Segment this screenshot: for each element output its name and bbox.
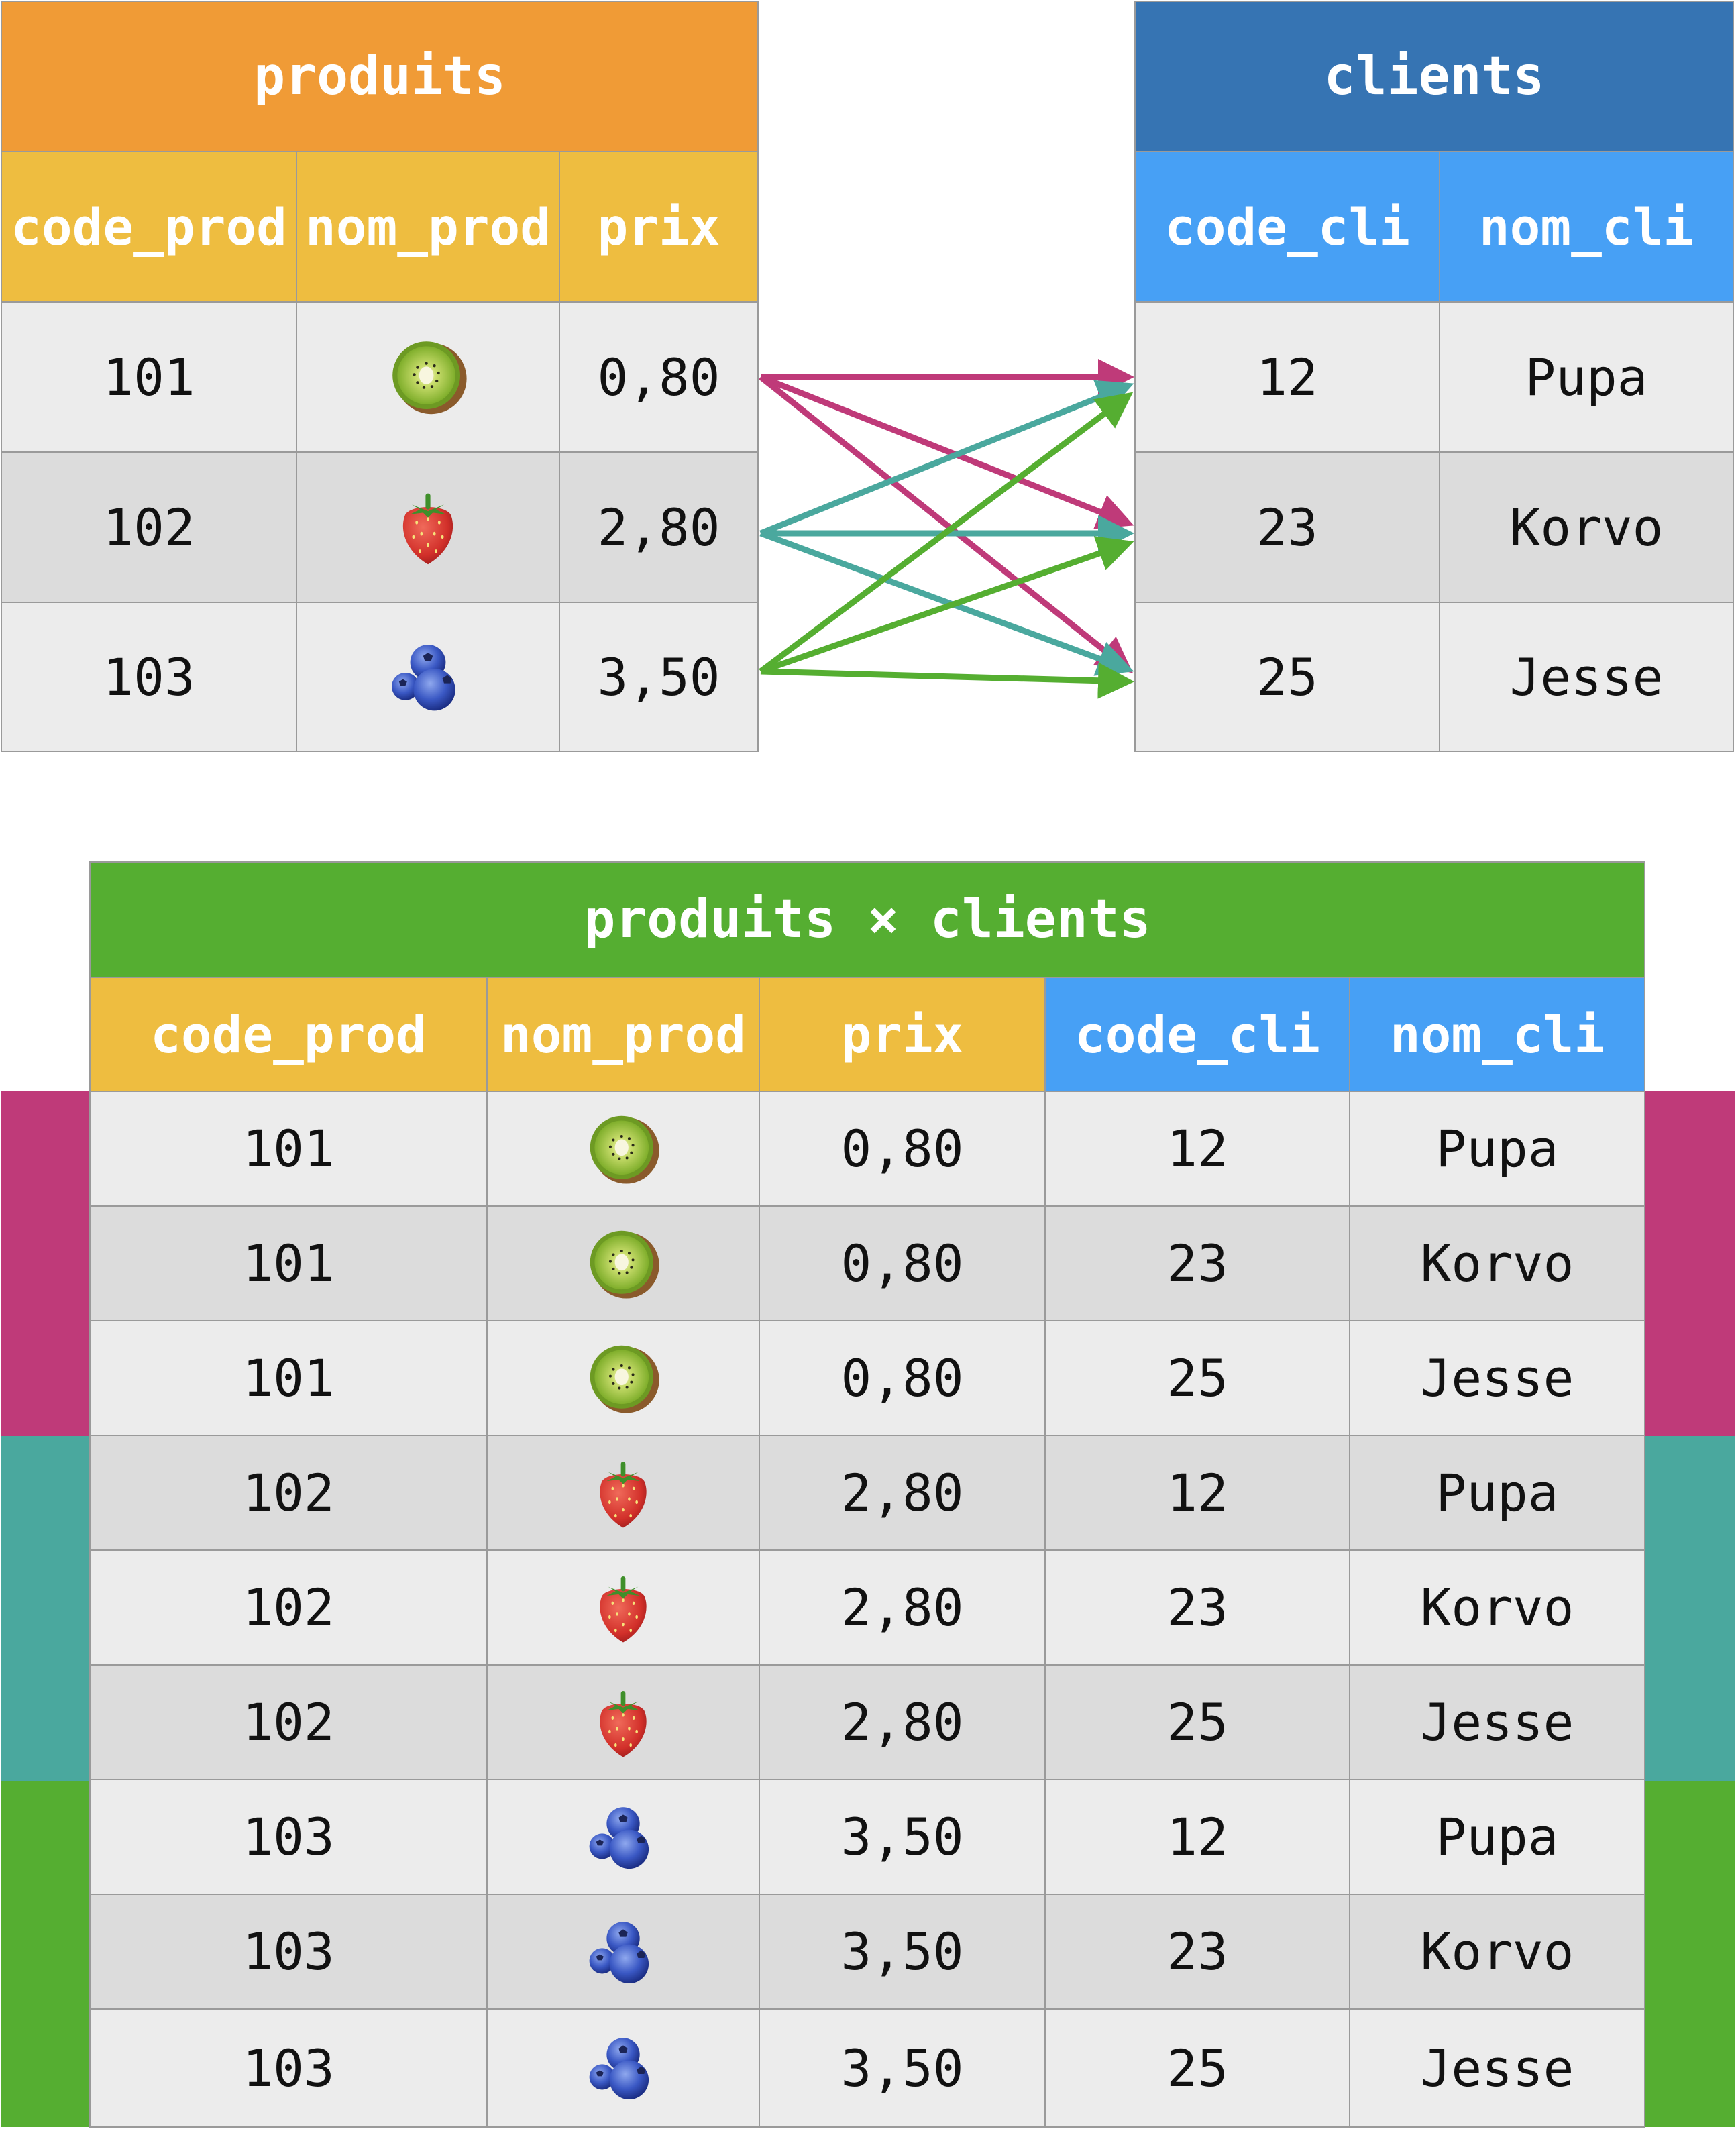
product-cell-nom-cli: Pupa bbox=[1350, 1780, 1644, 1895]
product-cell-code-cli: 25 bbox=[1046, 1666, 1350, 1780]
produits-cell-code: 103 bbox=[2, 603, 297, 751]
product-cell-nom-cli: Pupa bbox=[1350, 1436, 1644, 1551]
product-table: produits × clients code_prod nom_prod pr… bbox=[89, 861, 1645, 2128]
product-cell-code-prod: 103 bbox=[91, 2010, 488, 2126]
band-left-blueberry bbox=[1, 1781, 91, 2127]
product-cell-code-cli: 23 bbox=[1046, 1207, 1350, 1321]
product-cell-nom-cli: Korvo bbox=[1350, 1207, 1644, 1321]
kiwi-icon bbox=[586, 1111, 661, 1187]
produits-cell-prix: 2,80 bbox=[560, 453, 757, 603]
blueberry-icon bbox=[586, 2030, 661, 2106]
clients-cell-code: 12 bbox=[1136, 303, 1440, 453]
band-right-strawberry bbox=[1645, 1436, 1735, 1781]
produits-cell-code: 102 bbox=[2, 453, 297, 603]
arrow-103-to-12 bbox=[759, 392, 1134, 674]
clients-cell-code: 25 bbox=[1136, 603, 1440, 751]
product-cell-code-prod: 101 bbox=[91, 1207, 488, 1321]
product-cell-fruit bbox=[488, 1092, 760, 1207]
product-cell-prix: 3,50 bbox=[760, 2010, 1046, 2126]
clients-header-nom-cli: nom_cli bbox=[1440, 152, 1733, 303]
produits-cell-prix: 3,50 bbox=[560, 603, 757, 751]
product-cell-code-cli: 25 bbox=[1046, 1321, 1350, 1436]
product-cell-code-prod: 101 bbox=[91, 1321, 488, 1436]
product-cell-prix: 3,50 bbox=[760, 1895, 1046, 2010]
product-cell-nom-cli: Korvo bbox=[1350, 1895, 1644, 2010]
strawberry-icon bbox=[586, 1570, 661, 1645]
product-header-code-prod: code_prod bbox=[91, 978, 488, 1092]
product-cell-fruit bbox=[488, 2010, 760, 2126]
arrow-102-to-25 bbox=[759, 530, 1134, 676]
arrow-102-to-12 bbox=[759, 380, 1134, 537]
mapping-arrows bbox=[759, 359, 1134, 699]
arrow-103-to-25 bbox=[760, 662, 1134, 699]
product-header-prix: prix bbox=[760, 978, 1046, 1092]
product-cell-prix: 2,80 bbox=[760, 1551, 1046, 1666]
product-header-code-cli: code_cli bbox=[1046, 978, 1350, 1092]
product-cell-code-cli: 23 bbox=[1046, 1895, 1350, 2010]
product-cell-code-prod: 103 bbox=[91, 1895, 488, 2010]
product-cell-fruit bbox=[488, 1895, 760, 2010]
product-cell-fruit bbox=[488, 1207, 760, 1321]
product-cell-prix: 0,80 bbox=[760, 1321, 1046, 1436]
product-cell-nom-cli: Jesse bbox=[1350, 1666, 1644, 1780]
product-cell-fruit bbox=[488, 1780, 760, 1895]
product-cell-code-prod: 101 bbox=[91, 1092, 488, 1207]
product-cell-nom-cli: Jesse bbox=[1350, 1321, 1644, 1436]
arrow-101-to-25 bbox=[759, 374, 1134, 673]
blueberry-icon bbox=[586, 1914, 661, 1989]
product-title: produits × clients bbox=[91, 863, 1644, 978]
product-cell-code-cli: 25 bbox=[1046, 2010, 1350, 2126]
produits-title: produits bbox=[2, 2, 757, 152]
produits-cell-code: 101 bbox=[2, 303, 297, 453]
product-cell-prix: 2,80 bbox=[760, 1436, 1046, 1551]
product-cell-fruit bbox=[488, 1321, 760, 1436]
clients-header-code-cli: code_cli bbox=[1136, 152, 1440, 303]
produits-header-nom-prod: nom_prod bbox=[297, 152, 560, 303]
product-cell-code-cli: 12 bbox=[1046, 1436, 1350, 1551]
kiwi-icon bbox=[586, 1341, 661, 1416]
produits-cell-fruit bbox=[297, 303, 560, 453]
kiwi-icon bbox=[586, 1226, 661, 1301]
produits-cell-prix: 0,80 bbox=[560, 303, 757, 453]
product-header-nom-cli: nom_cli bbox=[1350, 978, 1644, 1092]
clients-table: clients code_cli nom_cli 12 Pupa 23 Korv… bbox=[1134, 1, 1734, 752]
clients-cell-nom: Pupa bbox=[1440, 303, 1733, 453]
band-left-strawberry bbox=[1, 1436, 91, 1781]
produits-cell-fruit bbox=[297, 453, 560, 603]
product-cell-code-cli: 12 bbox=[1046, 1092, 1350, 1207]
produits-header-prix: prix bbox=[560, 152, 757, 303]
band-left-kiwi bbox=[1, 1091, 91, 1436]
product-cell-fruit bbox=[488, 1666, 760, 1780]
product-cell-prix: 0,80 bbox=[760, 1092, 1046, 1207]
product-cell-nom-cli: Jesse bbox=[1350, 2010, 1644, 2126]
product-cell-fruit bbox=[488, 1436, 760, 1551]
arrow-103-to-23 bbox=[759, 536, 1134, 675]
product-cell-fruit bbox=[488, 1551, 760, 1666]
product-header-nom-prod: nom_prod bbox=[488, 978, 760, 1092]
produits-header-code-prod: code_prod bbox=[2, 152, 297, 303]
produits-table: produits code_prod nom_prod prix 101 0,8… bbox=[1, 1, 759, 752]
product-cell-prix: 0,80 bbox=[760, 1207, 1046, 1321]
clients-cell-code: 23 bbox=[1136, 453, 1440, 603]
band-right-kiwi bbox=[1645, 1091, 1735, 1436]
product-cell-code-prod: 103 bbox=[91, 1780, 488, 1895]
clients-title: clients bbox=[1136, 2, 1733, 152]
clients-cell-nom: Korvo bbox=[1440, 453, 1733, 603]
product-cell-code-prod: 102 bbox=[91, 1551, 488, 1666]
arrow-101-to-23 bbox=[759, 374, 1134, 529]
product-cell-code-cli: 12 bbox=[1046, 1780, 1350, 1895]
product-cell-prix: 3,50 bbox=[760, 1780, 1046, 1895]
product-cell-code-cli: 23 bbox=[1046, 1551, 1350, 1666]
product-cell-nom-cli: Pupa bbox=[1350, 1092, 1644, 1207]
product-cell-code-prod: 102 bbox=[91, 1666, 488, 1780]
clients-cell-nom: Jesse bbox=[1440, 603, 1733, 751]
strawberry-icon bbox=[586, 1685, 661, 1760]
band-right-blueberry bbox=[1645, 1781, 1735, 2127]
produits-cell-fruit bbox=[297, 603, 560, 751]
blueberry-icon bbox=[586, 1800, 661, 1875]
strawberry-icon bbox=[586, 1456, 661, 1531]
product-cell-prix: 2,80 bbox=[760, 1666, 1046, 1780]
product-cell-nom-cli: Korvo bbox=[1350, 1551, 1644, 1666]
product-cell-code-prod: 102 bbox=[91, 1436, 488, 1551]
